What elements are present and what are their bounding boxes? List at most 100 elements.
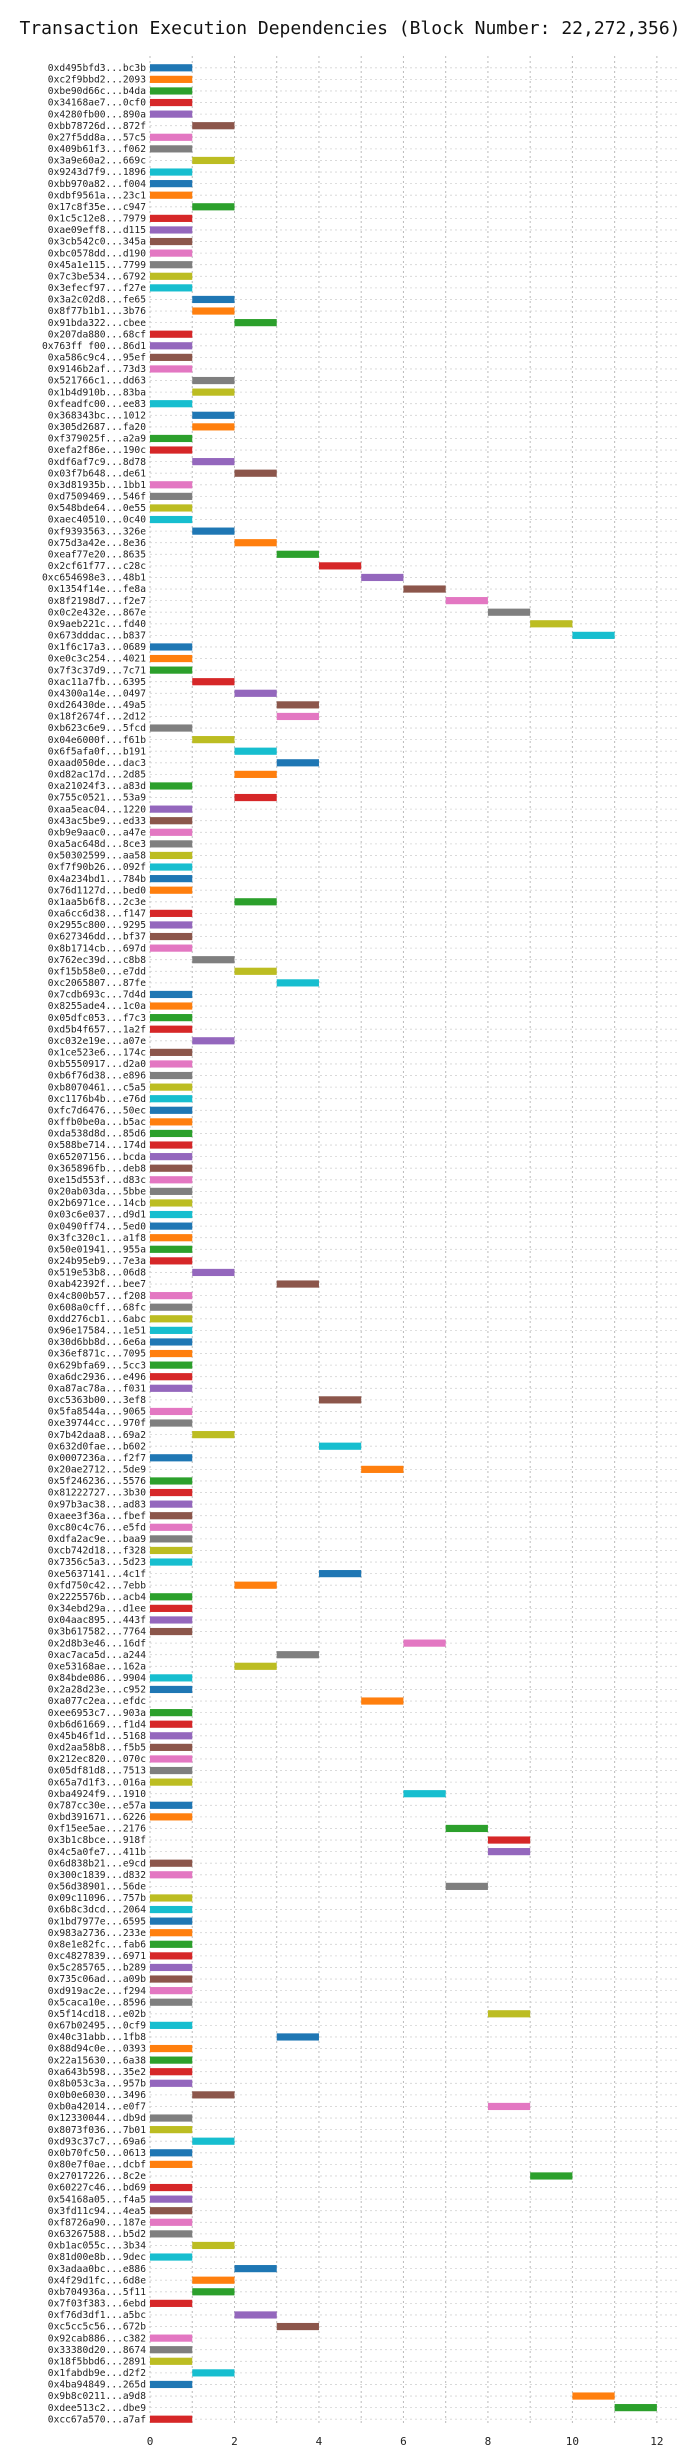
execution-bar	[150, 133, 193, 141]
row-label: 0xc5cc5c56...672b	[48, 2322, 146, 2333]
execution-bar	[150, 1014, 193, 1022]
execution-bar	[150, 1801, 193, 1809]
execution-bar	[150, 1095, 193, 1103]
execution-bar	[530, 620, 573, 628]
row-label: 0x9aeb221c...fd40	[48, 619, 146, 630]
execution-bar	[192, 376, 235, 385]
execution-bar	[150, 2357, 193, 2365]
row-label: 0x1aa5b6f8...2c3e	[48, 897, 146, 908]
row-label: 0xa87ac78a...f031	[48, 1383, 146, 1394]
execution-bar	[318, 1396, 362, 1404]
execution-bar	[150, 1025, 193, 1033]
row-label: 0x27017226...8c2e	[48, 2171, 146, 2182]
execution-bar	[192, 1268, 235, 1277]
execution-bar	[150, 1384, 193, 1392]
row-label: 0x54168a05...f4a5	[48, 2194, 146, 2205]
row-label: 0xd495bfd3...bc3b	[48, 63, 146, 74]
execution-bar	[150, 504, 193, 512]
row-label: 0xb0a42014...e0f7	[48, 2102, 146, 2113]
execution-bar	[150, 1720, 193, 1728]
execution-bar	[150, 98, 193, 107]
row-label: 0x1354f14e...fe8a	[48, 584, 146, 595]
row-label: 0x18f5bbd6...2891	[48, 2356, 146, 2367]
row-label: 0x03f7b648...de61	[48, 468, 146, 479]
row-label: 0xd5b4f657...1a2f	[48, 1024, 146, 1035]
row-label: 0x4a234bd1...784b	[48, 874, 146, 885]
execution-bar	[150, 237, 193, 246]
row-label: 0x8e1e82fc...fab6	[48, 1939, 146, 1950]
row-label: 0x3efecf97...f27e	[48, 283, 146, 294]
execution-bar	[192, 2276, 235, 2284]
x-tick-label: 6	[400, 2435, 407, 2448]
execution-bar	[150, 932, 193, 941]
row-label: 0x4c800b57...f208	[48, 1291, 146, 1302]
row-label: 0x9243d7f9...1896	[48, 167, 146, 178]
row-label: 0x629bfa69...5cc3	[48, 1360, 146, 1371]
execution-bar	[192, 411, 235, 419]
execution-bar	[150, 1060, 193, 1068]
execution-bar	[150, 863, 193, 871]
row-label: 0x27f5dd8a...57c5	[48, 132, 146, 143]
execution-bar	[234, 1581, 277, 1589]
execution-bar	[192, 678, 235, 686]
execution-bar	[192, 2137, 235, 2145]
row-label: 0xbb78726d...872f	[48, 121, 146, 132]
execution-bar	[150, 249, 193, 257]
execution-bar	[192, 388, 235, 396]
row-label: 0x6f5afa0f...b191	[48, 746, 146, 757]
row-label: 0x673dddac...b837	[48, 631, 146, 642]
execution-bar	[150, 365, 193, 373]
row-label: 0x305d2687...fa20	[48, 422, 146, 433]
row-label: 0xae09eff8...d115	[48, 225, 146, 236]
row-label: 0xb6d61669...f1d4	[48, 1719, 146, 1730]
execution-bar	[150, 2056, 193, 2064]
row-label: 0x3adaa0bc...e886	[48, 2264, 146, 2275]
execution-bar	[150, 272, 193, 280]
execution-bar	[150, 1685, 193, 1694]
row-label: 0xf379025f...a2a9	[48, 434, 146, 445]
execution-bar	[150, 1963, 193, 1972]
execution-bar	[150, 180, 193, 188]
execution-bar	[150, 643, 193, 651]
row-label: 0xd82ac17d...2d85	[48, 770, 146, 781]
row-label: 0x1b4d910b...83ba	[48, 387, 146, 398]
execution-bar	[150, 353, 193, 361]
row-label: 0x12330044...db9d	[48, 2113, 146, 2124]
execution-bar	[150, 1905, 193, 1914]
execution-bar	[445, 597, 488, 605]
execution-bar	[150, 1813, 193, 1821]
row-label: 0x0c2e432e...867e	[48, 607, 146, 618]
execution-bar	[234, 469, 277, 477]
row-label: 0xdf6af7c9...8d78	[48, 457, 146, 468]
execution-bar	[150, 1778, 193, 1786]
execution-bar	[234, 2265, 277, 2273]
row-label: 0x80e7f0ae...dcbf	[48, 2160, 146, 2171]
execution-bar	[192, 156, 235, 165]
execution-bar	[403, 1790, 446, 1798]
row-label: 0x365896fb...deb8	[48, 1163, 146, 1174]
row-label: 0xba4924f9...1910	[48, 1789, 146, 1800]
row-label: 0xdbf9561a...23c1	[48, 190, 146, 201]
execution-bar	[150, 1407, 193, 1416]
row-label: 0x207da880...68cf	[48, 329, 146, 340]
execution-bar	[150, 944, 193, 952]
row-label: 0x5caca10e...8596	[48, 1997, 146, 2008]
execution-bar	[150, 1477, 193, 1485]
row-label: 0x0b0e6030...3496	[48, 2090, 146, 2101]
execution-bar	[150, 1859, 193, 1867]
row-label: 0xd93c37c7...69a6	[48, 2136, 146, 2147]
row-label: 0x50e01941...955a	[48, 1244, 146, 1255]
execution-bar	[192, 2091, 235, 2099]
row-label: 0xa6cc6d38...f147	[48, 909, 146, 920]
execution-bar	[150, 1546, 193, 1555]
row-label: 0xbe90d66c...b4da	[48, 86, 146, 97]
row-label: 0x2a28d23e...c952	[48, 1685, 146, 1696]
row-label: 0x03c6e037...d9d1	[48, 1210, 146, 1221]
row-label: 0x2d8b3e46...16df	[48, 1638, 146, 1649]
x-tick-label: 0	[147, 2435, 154, 2448]
execution-bar	[150, 1419, 193, 1427]
row-label: 0x7f03f383...6ebd	[48, 2299, 146, 2310]
row-label: 0x5f14cd18...e02b	[48, 2009, 146, 2020]
execution-bar	[445, 1824, 488, 1833]
row-label: 0x8b1714cb...697d	[48, 943, 146, 954]
